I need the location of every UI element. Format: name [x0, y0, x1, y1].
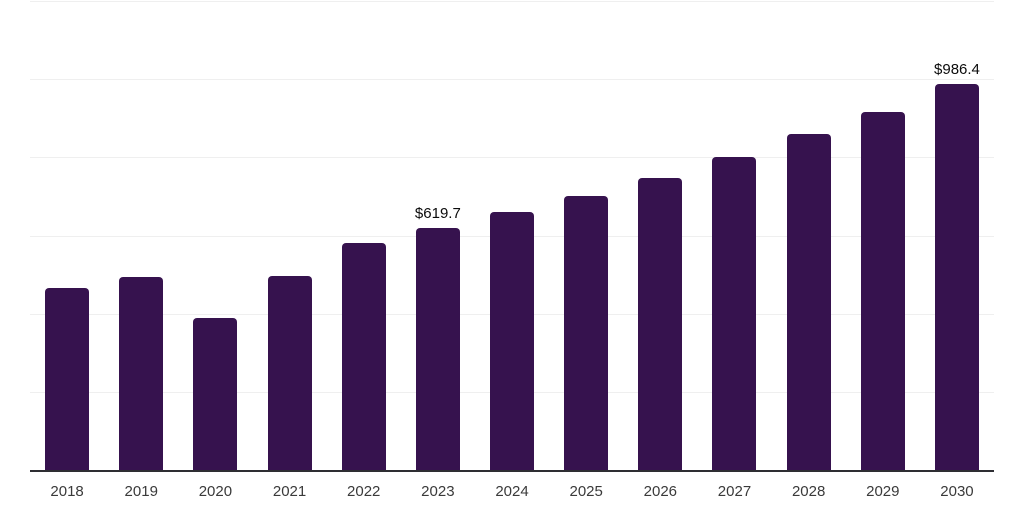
x-tick-label-2026: 2026 [643, 483, 678, 500]
x-tick-label-2021: 2021 [272, 483, 307, 500]
bar-column-2022 [327, 1, 401, 470]
x-tick-label-2023: 2023 [421, 483, 455, 500]
bar-column-2020 [178, 1, 252, 470]
bar-2024 [490, 212, 535, 470]
bar-column-2026 [623, 1, 697, 470]
bar-2026 [638, 177, 683, 470]
bar-2030 [934, 84, 979, 470]
bar-column-2030: $986.4 [920, 1, 994, 470]
x-tick-label-2025: 2025 [569, 483, 603, 500]
bar-column-2023: $619.7 [401, 1, 475, 470]
bar-column-2029 [846, 1, 920, 470]
bar-2028 [786, 134, 831, 470]
bar-2027 [712, 157, 757, 470]
gridline [30, 1, 994, 2]
x-axis-labels: 2018 2019 2020 2021 2022 2023 2024 2025 2026 2027… [30, 483, 994, 501]
bar-2021 [267, 275, 312, 470]
plot-area: $619.7 $986.4 [30, 1, 994, 472]
x-tick-label-2018: 2018 [50, 483, 84, 500]
bar-2019 [119, 277, 164, 470]
x-axis-line [30, 470, 994, 472]
x-tick-label-2019: 2019 [124, 483, 158, 500]
bar-2020 [193, 317, 238, 470]
data-label-2030: $986.4 [934, 61, 980, 79]
bar-2029 [860, 111, 905, 470]
bar-2018 [45, 288, 90, 470]
x-tick-label-2024: 2024 [495, 483, 529, 500]
x-tick-label-2020: 2020 [198, 483, 233, 500]
bar-column-2021 [252, 1, 326, 470]
x-tick-label-2027: 2027 [717, 483, 752, 500]
bar-column-2024 [475, 1, 549, 470]
bar-column-2018 [30, 1, 104, 470]
bar-2022 [341, 242, 386, 470]
gridline [30, 79, 994, 81]
bar-2023 [415, 227, 460, 470]
bar-column-2028 [772, 1, 846, 470]
data-label-2023: $619.7 [414, 204, 461, 222]
bar-column-2019 [104, 1, 178, 470]
bar-column-2025 [549, 1, 623, 470]
x-tick-label-2030: 2030 [940, 483, 974, 500]
bar-column-2027 [697, 1, 771, 470]
bars-container: $619.7 $986.4 [30, 1, 994, 470]
x-tick-label-2029: 2029 [866, 483, 900, 500]
gridline [30, 157, 994, 159]
x-tick-label-2022: 2022 [347, 483, 381, 500]
x-tick-label-2028: 2028 [791, 483, 826, 500]
bar-2025 [564, 196, 609, 470]
